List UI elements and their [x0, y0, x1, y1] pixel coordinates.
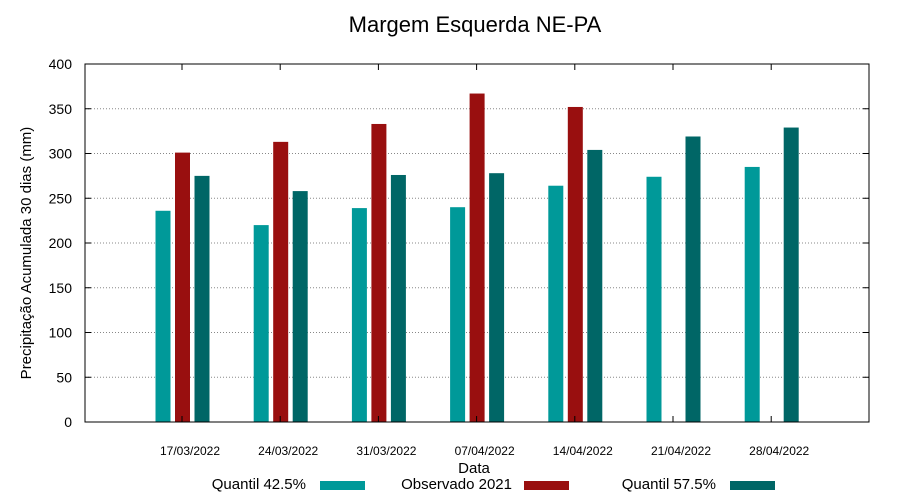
bar — [371, 123, 387, 422]
y-axis-label: Precipitação Acumulada 30 dias (mm) — [18, 127, 35, 380]
bar — [155, 210, 171, 422]
y-axis-ticks: 0 50 100 150 200 250 300 350 400 — [49, 56, 869, 430]
legend-swatch — [524, 481, 569, 490]
x-tick-label: 14/04/2022 — [553, 444, 613, 458]
bar — [783, 127, 799, 423]
legend-label: Quantil 42.5% — [212, 476, 306, 493]
x-tick-label: 31/03/2022 — [356, 444, 416, 458]
x-tick-label: 28/04/2022 — [749, 444, 809, 458]
bar — [567, 106, 583, 423]
legend-label: Quantil 57.5% — [622, 476, 716, 493]
bar — [273, 141, 289, 423]
bar — [685, 136, 701, 422]
bar — [489, 173, 505, 422]
bar — [390, 174, 406, 422]
x-tick-label: 17/03/2022 — [160, 444, 220, 458]
chart-title: Margem Esquerda NE-PA — [349, 12, 602, 37]
y-tick-label: 250 — [49, 190, 73, 206]
y-tick-label: 0 — [64, 414, 72, 430]
y-tick-label: 200 — [49, 235, 73, 251]
bar — [450, 207, 466, 422]
legend-swatch — [730, 481, 775, 490]
bar — [744, 166, 760, 422]
bar — [469, 93, 485, 422]
bar — [587, 149, 603, 423]
bar — [175, 152, 190, 423]
bar — [548, 185, 564, 422]
bar — [646, 176, 662, 422]
legend: Quantil 42.5% Observado 2021 Quantil 57.5% — [212, 476, 775, 493]
legend-label: Observado 2021 — [401, 476, 512, 493]
x-tick-label: 21/04/2022 — [651, 444, 711, 458]
legend-swatch — [320, 481, 365, 490]
x-tick-label: 07/04/2022 — [455, 444, 515, 458]
x-axis-ticks: 17/03/2022 24/03/2022 31/03/2022 07/04/2022… — [160, 64, 810, 458]
y-tick-label: 400 — [49, 56, 73, 72]
y-tick-label: 150 — [49, 280, 73, 296]
y-tick-label: 50 — [56, 369, 72, 385]
bar — [292, 191, 308, 422]
y-tick-label: 350 — [49, 101, 73, 117]
x-tick-label: 24/03/2022 — [258, 444, 318, 458]
bar — [194, 175, 210, 422]
x-axis-label: Data — [458, 460, 490, 477]
y-tick-label: 100 — [49, 325, 73, 341]
bars — [155, 93, 799, 423]
bar — [351, 208, 367, 422]
y-tick-label: 300 — [49, 146, 73, 162]
bar — [253, 225, 269, 422]
